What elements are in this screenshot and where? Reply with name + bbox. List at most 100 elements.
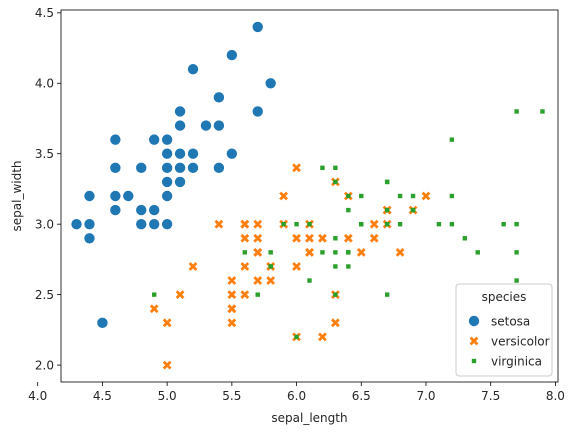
data-point-versicolor [266,276,276,285]
data-point-versicolor [421,191,431,201]
data-point-virginica [346,264,351,269]
x-tick-label: 5.5 [222,389,241,403]
data-point-setosa [109,204,122,217]
data-point-virginica [359,221,364,227]
data-point-setosa [83,218,96,231]
data-point-setosa [251,105,264,118]
data-point-virginica [333,250,338,255]
data-point-setosa [251,20,264,33]
data-point-setosa [187,161,200,174]
data-point-virginica [514,250,519,255]
data-point-setosa [135,218,148,231]
data-point-versicolor [318,233,327,243]
data-point-virginica [384,221,390,227]
data-point-versicolor [240,219,250,229]
legend-label-setosa: setosa [491,314,530,328]
data-point-setosa [174,161,187,174]
data-point-virginica [462,236,468,241]
data-point-virginica [540,109,545,114]
data-point-setosa [174,175,187,188]
legend-entry-versicolor: versicolor [469,334,550,348]
data-point-setosa [148,133,161,146]
data-point-setosa [96,316,109,329]
x-tick-label: 7.0 [416,389,435,403]
data-point-setosa [212,161,225,174]
legend-entries: setosa versicolor virginica [467,314,550,368]
data-point-versicolor [253,247,263,257]
data-point-versicolor [162,318,172,328]
data-point-setosa [70,218,83,231]
data-point-versicolor [305,233,314,243]
data-point-versicolor [343,233,353,243]
data-point-versicolor [292,163,301,173]
data-point-virginica [346,207,351,213]
data-point-virginica [333,264,338,269]
data-point-versicolor [227,304,237,314]
data-point-versicolor [292,262,301,271]
y-tick-label: 3.5 [35,147,54,161]
data-point-virginica [151,292,157,297]
x-axis-label: sepal_length [271,411,347,425]
points-layer [70,20,545,370]
data-point-virginica [333,179,338,185]
data-point-virginica [268,250,273,255]
series-setosa [70,20,277,329]
data-point-versicolor [330,318,340,328]
data-point-versicolor [253,233,263,243]
data-point-versicolor [395,247,405,257]
data-point-virginica [501,221,506,227]
legend-entry-virginica: virginica [471,354,542,368]
data-point-virginica [384,179,390,185]
data-point-setosa [225,147,238,160]
series-virginica [151,109,545,340]
data-point-versicolor [175,290,185,300]
data-point-virginica [294,221,299,227]
legend-label-virginica: virginica [491,354,542,368]
data-point-setosa [148,218,161,231]
data-point-setosa [264,77,277,90]
data-point-setosa [212,91,225,104]
data-point-versicolor [253,276,263,285]
data-point-setosa [187,147,200,160]
data-point-virginica [514,221,519,227]
data-point-versicolor [279,191,289,201]
data-point-setosa [199,119,212,132]
data-point-virginica [514,278,519,283]
data-point-virginica [333,292,338,297]
data-point-virginica [346,193,351,199]
data-point-versicolor [240,262,250,271]
data-point-setosa [109,161,122,174]
data-point-virginica [320,165,325,171]
data-point-virginica [307,278,312,283]
data-point-virginica [475,250,480,255]
data-point-virginica [397,193,403,199]
y-tick-label: 2.5 [35,288,54,302]
data-point-versicolor [227,290,237,300]
data-point-setosa [225,49,238,62]
x-tick-label: 4.5 [93,389,112,403]
data-point-virginica [397,221,403,227]
data-point-virginica [410,193,416,199]
data-point-setosa [109,133,122,146]
data-point-setosa [174,147,187,160]
data-point-versicolor [240,233,250,243]
legend-marker-setosa [467,314,480,327]
x-tick-label: 7.5 [481,389,500,403]
data-point-virginica [333,165,338,171]
x-tick-label: 5.0 [158,389,177,403]
y-tick-label: 3.0 [35,217,54,231]
data-point-versicolor [227,276,237,285]
data-point-setosa [174,105,187,118]
data-point-setosa [161,147,174,160]
data-point-setosa [187,63,200,76]
data-point-setosa [135,161,148,174]
data-point-virginica [384,207,390,213]
data-point-setosa [161,175,174,188]
data-point-setosa [83,189,96,202]
data-point-virginica [449,193,455,199]
data-point-setosa [135,204,148,217]
data-point-setosa [161,133,174,146]
data-point-setosa [174,119,187,132]
data-point-setosa [212,119,225,132]
